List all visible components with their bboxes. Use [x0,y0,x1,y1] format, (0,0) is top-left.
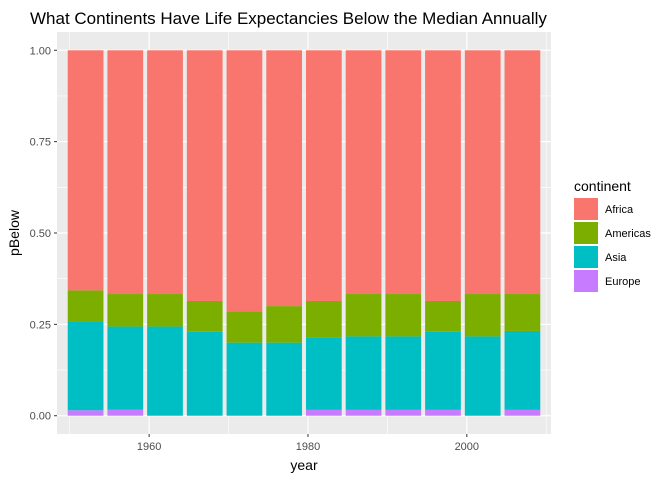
legend-key-asia [574,246,598,268]
y-axis-title: pBelow [6,209,22,256]
x-tick-label: 1960 [137,441,161,453]
bar-asia-1987 [345,336,382,410]
bar-africa-1977 [266,50,303,307]
bar-africa-1987 [345,50,382,295]
bar-asia-1952 [67,321,104,411]
legend-title: continent [574,178,631,194]
y-tick-label: 1.00 [30,45,51,57]
bar-africa-1967 [186,50,223,301]
bar-europe-1982 [305,409,342,416]
y-tick-label: 0.75 [30,137,51,149]
legend-key-africa [574,198,598,220]
legend-label-africa: Africa [605,204,634,216]
legend: continent Africa Americas Asia Europe [574,178,651,292]
bar-asia-1967 [186,331,223,416]
bar-asia-1977 [266,342,303,416]
bar-asia-1957 [107,326,144,410]
bar-asia-1997 [425,331,461,410]
bar-africa-1957 [107,50,144,295]
bar-americas-1972 [226,311,263,343]
bar-americas-1962 [147,294,183,327]
bar-asia-2007 [504,330,541,410]
bar-americas-1987 [345,294,382,337]
chart-title: What Continents Have Life Expectancies B… [30,9,547,28]
y-tick-label: 0.25 [30,319,51,331]
x-tick-label: 1980 [296,441,320,453]
bar-africa-1962 [147,50,183,295]
legend-label-americas: Americas [605,228,651,240]
bar-americas-1957 [107,294,144,327]
bar-africa-1997 [425,50,461,301]
legend-label-asia: Asia [605,252,627,264]
bar-americas-1982 [305,300,342,338]
bar-asia-1982 [305,337,342,410]
bar-europe-1997 [425,409,461,416]
y-tick-label: 0.00 [30,411,51,423]
bar-europe-1957 [107,409,144,416]
bar-africa-1982 [305,50,342,301]
bar-africa-1972 [226,50,263,312]
x-axis-title: year [290,457,318,473]
bar-americas-2002 [464,294,501,337]
bar-africa-2002 [464,50,501,295]
legend-label-europe: Europe [605,276,640,288]
y-tick-label: 0.50 [30,228,51,240]
bar-europe-1952 [67,410,104,416]
bar-africa-1992 [385,50,422,295]
x-tick-label: 2000 [455,441,479,453]
bar-asia-2002 [464,336,501,416]
bar-europe-2007 [504,409,541,416]
bar-americas-1952 [67,290,104,322]
bar-americas-1997 [425,300,461,332]
bar-europe-1992 [385,409,422,416]
bar-asia-1992 [385,336,422,410]
bar-europe-1987 [345,409,382,416]
bar-americas-1977 [266,306,303,343]
bar-asia-1962 [147,326,183,416]
bar-americas-1967 [186,300,223,332]
x-axis: 1960 1980 2000 [137,434,479,453]
y-axis: 0.00 0.25 0.50 0.75 1.00 [30,45,57,423]
legend-key-americas [574,222,598,244]
legend-key-europe [574,270,598,292]
bar-asia-1972 [226,342,263,416]
bar-africa-1952 [67,50,104,291]
bar-americas-2007 [504,294,541,331]
bar-americas-1992 [385,294,422,337]
bars [67,50,541,416]
bar-africa-2007 [504,50,541,295]
